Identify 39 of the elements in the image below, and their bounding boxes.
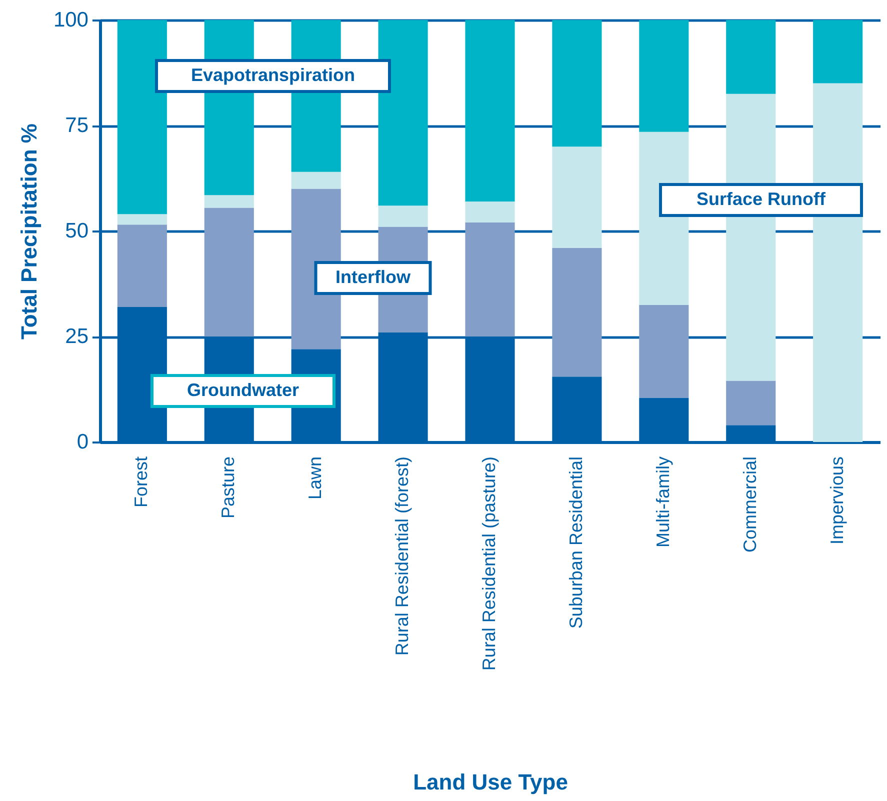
bar	[378, 206, 428, 227]
bar	[204, 195, 254, 208]
bar	[117, 224, 167, 307]
series-label: Interflow	[336, 267, 412, 287]
bar	[291, 172, 341, 189]
bar	[378, 20, 428, 206]
series-label: Evapotranspiration	[190, 65, 356, 85]
x-tick-label: Multi-family	[652, 456, 673, 548]
y-tick-label: 50	[65, 220, 88, 242]
x-tick-label: Suburban Residential	[566, 456, 586, 629]
y-tick-label: 0	[76, 430, 88, 454]
bar	[465, 222, 515, 336]
x-tick-label: Lawn	[305, 456, 326, 500]
y-tick-label: 100	[53, 8, 88, 32]
bar	[117, 20, 167, 214]
bar	[639, 20, 689, 132]
y-tick-label: 75	[65, 114, 88, 137]
x-tick-label: Rural Residential (forest)	[392, 456, 412, 656]
bar	[465, 20, 515, 202]
bar	[726, 20, 776, 94]
x-tick-label: Forest	[131, 456, 152, 508]
bar	[726, 380, 776, 426]
y-axis-title: Total Precipitation %	[16, 124, 42, 340]
bar	[552, 146, 602, 248]
bar	[552, 248, 602, 377]
x-tick-label: Rural Residential (pasture)	[479, 456, 499, 671]
y-tick-label: 25	[65, 325, 88, 348]
series-label: Groundwater	[186, 380, 300, 400]
x-axis-title: Land Use Type	[413, 770, 568, 794]
x-tick-label: Pasture	[218, 456, 238, 519]
bar	[813, 20, 863, 84]
bar	[639, 304, 689, 398]
bar	[204, 208, 254, 336]
x-tick-label: Commercial	[740, 456, 760, 553]
x-tick-label: Impervious	[826, 456, 847, 545]
bar	[465, 201, 515, 223]
bar	[117, 214, 167, 225]
series-label: Surface Runoff	[696, 189, 827, 209]
bar	[552, 20, 602, 147]
